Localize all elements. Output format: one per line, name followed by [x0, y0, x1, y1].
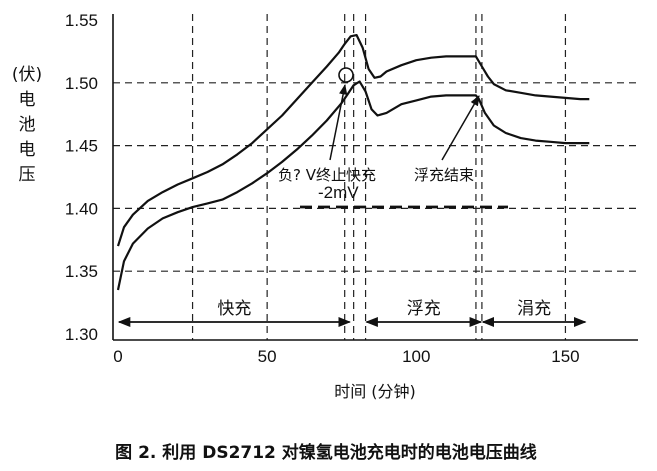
figure-caption: 图 2. 利用 DS2712 对镍氢电池充电时的电池电压曲线 [115, 442, 537, 463]
phase-label: 涓充 [517, 299, 551, 319]
annotation-label-2: 浮充结束 [414, 166, 474, 184]
x-tick-label: 150 [551, 347, 579, 366]
peak-marker [338, 67, 354, 83]
y-tick-label: 1.50 [65, 74, 98, 93]
series-group [116, 34, 590, 291]
annotation-arrow-2 [441, 95, 480, 161]
y-tick-label: 1.35 [65, 262, 98, 281]
y-tick-label: 1.45 [65, 137, 98, 156]
y-tick-label: 1.40 [65, 199, 98, 218]
axes [112, 14, 638, 341]
x-tick-label: 100 [402, 347, 430, 366]
y-tick-label: 1.55 [65, 11, 98, 30]
series-line-1 [116, 34, 590, 247]
y-axis-label: (伏)电池电压 [12, 65, 42, 185]
annotation-arrow-1 [329, 83, 348, 161]
x-tick-label: 0 [113, 347, 122, 366]
series-line-2 [116, 80, 590, 291]
y-axis-label-char: 电 [19, 140, 36, 160]
y-tick-labels: 1.30 1.35 1.40 1.45 1.50 1.55 [65, 11, 98, 344]
annotation-label-minus2mv: -2mV [318, 183, 359, 202]
phase-label: 快充 [217, 299, 251, 319]
annotation-label-1: 负? V终止快充 [278, 166, 376, 184]
phase-arrows: 快充 浮充 涓充 [117, 299, 587, 328]
x-tick-label: 50 [258, 347, 277, 366]
y-axis-label-char: 电 [19, 90, 36, 110]
y-tick-label: 1.30 [65, 325, 98, 344]
x-axis-label: 时间 (分钟) [334, 382, 416, 401]
x-tick-labels: 0 50 100 150 [113, 347, 579, 366]
y-axis-label-char: (伏) [12, 65, 42, 85]
phase-label: 浮充 [407, 299, 441, 319]
y-axis-label-char: 压 [19, 165, 36, 185]
y-axis-label-char: 池 [19, 115, 36, 135]
gridlines [113, 14, 638, 340]
